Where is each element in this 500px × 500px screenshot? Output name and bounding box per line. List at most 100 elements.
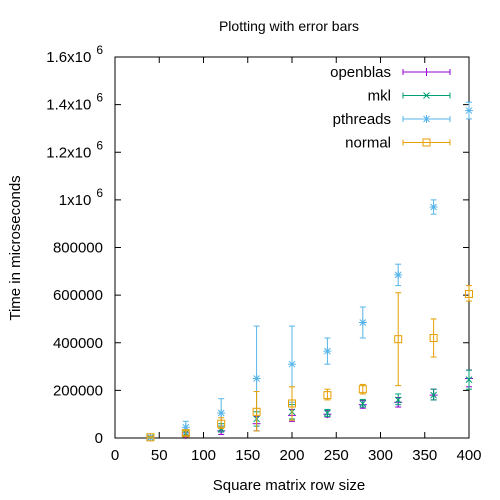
x-tick-label: 100	[191, 447, 216, 464]
data-point-stroke	[146, 433, 155, 442]
y-tick-label-exponent: 6	[96, 43, 103, 57]
data-point-stroke	[324, 347, 331, 355]
data-point-stroke	[465, 376, 473, 384]
data-point	[217, 419, 226, 428]
legend-entry-openblas: openblas	[330, 64, 451, 81]
data-point	[288, 360, 296, 369]
y-tick-label: 1.2x10 6	[46, 138, 103, 161]
data-point	[465, 289, 473, 298]
y-tick-label: 1.6x10 6	[46, 43, 103, 66]
legend-entry-mkl: mkl	[368, 88, 451, 105]
data-point-stroke	[394, 396, 402, 404]
data-point-stroke	[323, 391, 332, 400]
data-point-stroke	[324, 409, 331, 417]
data-point-stroke	[394, 335, 403, 344]
x-tick-label: 300	[368, 447, 393, 464]
data-point-stroke	[217, 409, 225, 417]
data-point	[358, 385, 367, 394]
legend-entry-normal: normal	[345, 135, 451, 152]
x-tick-label: 200	[279, 447, 304, 464]
data-point-stroke	[429, 333, 438, 342]
y-axis-label: Time in microseconds	[7, 175, 24, 320]
x-tick-label: 400	[456, 447, 481, 464]
legend-marker-stroke	[422, 138, 431, 147]
data-point-stroke	[253, 375, 260, 382]
data-point-stroke	[465, 289, 473, 298]
data-point-stroke	[359, 400, 367, 407]
data-point	[252, 407, 261, 416]
data-point	[394, 396, 402, 404]
data-point-stroke	[288, 399, 296, 408]
y-tick-label-base: 1.4x10	[46, 97, 91, 114]
data-point	[358, 318, 367, 327]
y-tick-label-exponent: 6	[96, 138, 103, 152]
data-point	[323, 391, 332, 400]
data-point-stroke	[394, 271, 402, 279]
legend-marker	[422, 115, 431, 123]
legend-marker-stroke	[423, 115, 430, 123]
data-point	[359, 400, 367, 407]
legend-label: normal	[345, 135, 391, 152]
data-point	[394, 270, 403, 279]
x-tick-label: 50	[151, 447, 168, 464]
data-point	[429, 203, 438, 212]
data-point	[429, 333, 438, 342]
y-tick-label: 0	[95, 430, 103, 447]
y-tick-label: 600000	[53, 287, 103, 304]
y-tick-label-base: 0	[95, 430, 103, 447]
legend-entry-pthreads: pthreads	[333, 111, 451, 128]
data-point-stroke	[430, 203, 437, 211]
data-point	[465, 376, 473, 384]
data-point	[217, 408, 226, 417]
series-pthreads	[146, 101, 473, 442]
y-tick-label-base: 1.2x10	[46, 144, 91, 161]
x-tick-label: 0	[111, 447, 119, 464]
legend-label: mkl	[368, 88, 391, 105]
y-tick-label-base: 1.6x10	[46, 49, 91, 66]
data-point-stroke	[358, 385, 367, 394]
x-tick-label: 250	[324, 447, 349, 464]
y-tick-label-base: 600000	[53, 287, 103, 304]
y-tick-label: 200000	[53, 382, 103, 399]
x-axis-label: Square matrix row size	[213, 477, 366, 494]
data-point	[252, 374, 261, 383]
data-point	[181, 429, 190, 438]
y-tick-label-base: 200000	[53, 382, 103, 399]
y-tick-label-base: 400000	[53, 335, 103, 352]
legend-marker	[422, 138, 431, 147]
series-mkl	[147, 369, 473, 441]
legend-label: openblas	[330, 64, 391, 81]
data-point-stroke	[465, 107, 473, 114]
data-point	[323, 347, 332, 356]
legend-label: pthreads	[333, 111, 391, 128]
x-tick-label: 150	[235, 447, 260, 464]
legend-marker	[422, 68, 431, 76]
y-tick-label-base: 800000	[53, 240, 103, 257]
data-point	[394, 335, 403, 344]
series-openblas	[146, 369, 473, 442]
data-point-stroke	[359, 319, 367, 326]
y-tick-label-base: 1x10	[59, 192, 92, 209]
data-point-stroke	[430, 391, 437, 399]
series-normal	[146, 285, 473, 442]
legend: openblas mkl pthreads normal	[330, 64, 451, 152]
y-tick-label: 1.4x10 6	[46, 91, 103, 114]
data-point-stroke	[252, 407, 261, 416]
chart-title: Plotting with error bars	[219, 18, 359, 34]
data-point-stroke	[288, 360, 296, 368]
data-point-stroke	[181, 429, 190, 438]
data-point	[465, 106, 473, 115]
y-tick-label-exponent: 6	[96, 186, 103, 200]
data-point	[146, 433, 155, 442]
legend-marker	[423, 92, 430, 99]
data-point	[324, 409, 331, 417]
y-tick-label: 800000	[53, 240, 103, 257]
data-point	[288, 399, 296, 408]
y-tick-label: 1x10 6	[59, 186, 104, 209]
plot-area: 0 50 100 150 200 250 300 350 400 0 200000 400000 600…	[46, 43, 481, 464]
y-tick-label: 400000	[53, 335, 103, 352]
data-point-stroke	[217, 419, 226, 428]
y-tick-label-exponent: 6	[96, 91, 103, 105]
